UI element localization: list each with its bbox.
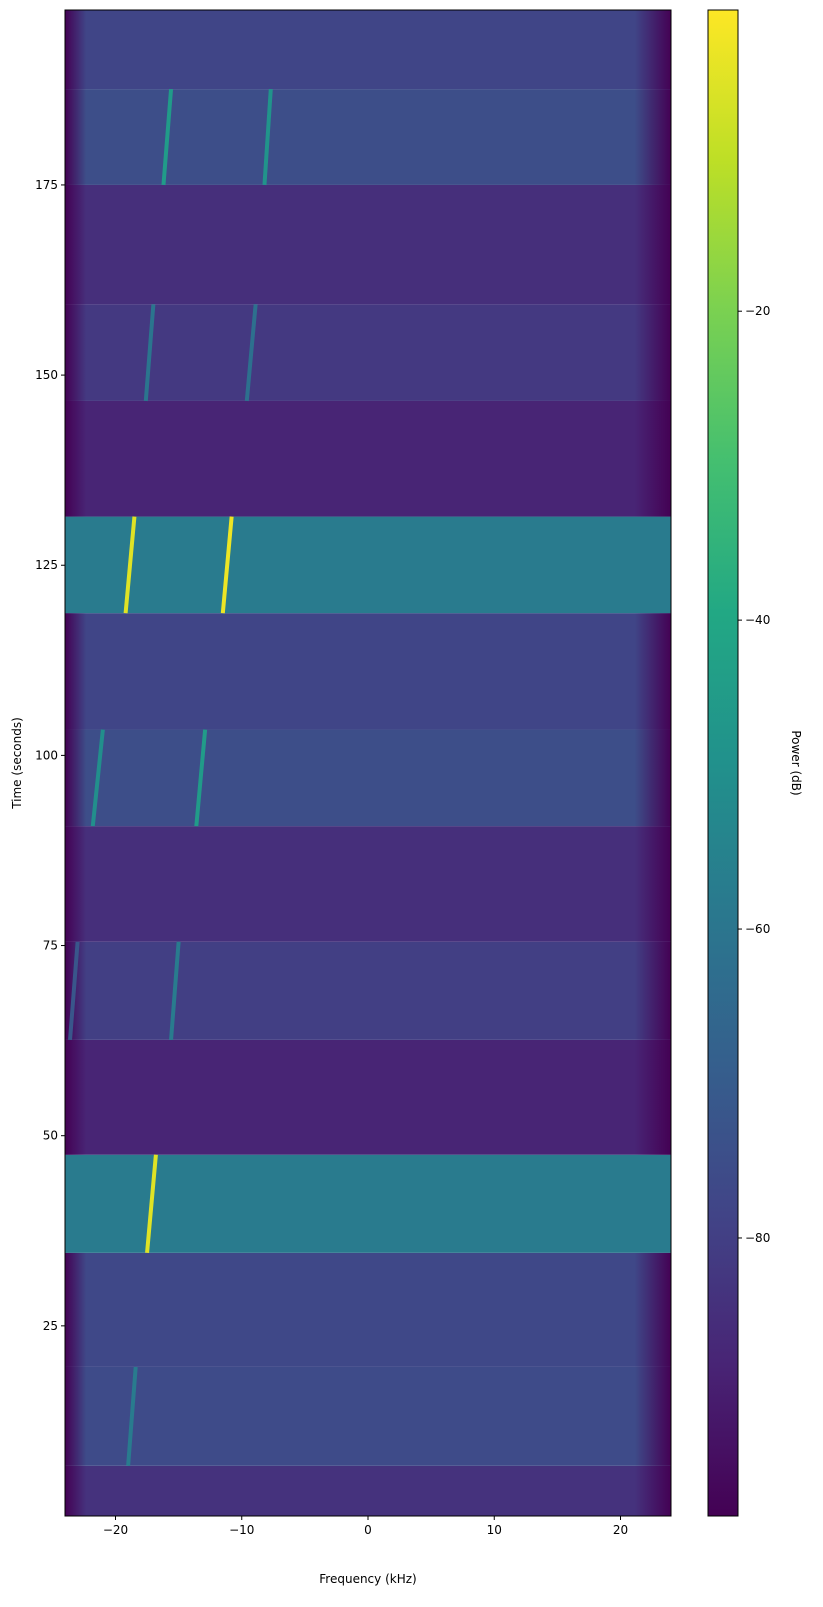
tone xyxy=(143,304,156,402)
x-tick-label: 20 xyxy=(613,1523,628,1537)
y-tick-label: 75 xyxy=(43,939,58,953)
y-tick-label: 125 xyxy=(35,558,58,572)
edge-rolloff xyxy=(65,1465,671,1516)
edge-rolloff xyxy=(65,1039,671,1155)
tone xyxy=(68,941,80,1041)
x-tick-label: 10 xyxy=(487,1523,502,1537)
tone xyxy=(145,1154,158,1254)
edge-rolloff xyxy=(65,10,671,90)
colorbar-tick-label: −20 xyxy=(745,304,770,318)
x-axis-label: Frequency (kHz) xyxy=(319,1572,416,1586)
y-tick-label: 175 xyxy=(35,178,58,192)
tone xyxy=(123,516,137,614)
edge-rolloff xyxy=(65,941,671,1040)
colorbar xyxy=(707,9,739,1517)
y-tick-label: 50 xyxy=(43,1129,58,1143)
tone xyxy=(161,88,174,186)
edge-rolloff xyxy=(65,304,671,401)
edge-rolloff xyxy=(65,826,671,942)
tone xyxy=(90,729,105,827)
colorbar-tick-label: −80 xyxy=(745,1231,770,1245)
tone xyxy=(262,88,273,186)
edge-rolloff xyxy=(65,1252,671,1367)
y-axis-label: Time (seconds) xyxy=(10,717,24,810)
colorbar-label: Power (dB) xyxy=(789,730,803,795)
edge-rolloff xyxy=(65,89,671,185)
tone xyxy=(126,1366,138,1466)
y-tick-label: 100 xyxy=(35,748,58,762)
edge-rolloff xyxy=(65,400,671,517)
x-tick-label: −20 xyxy=(103,1523,128,1537)
colorbar-tick-label: −40 xyxy=(745,613,770,627)
edge-rolloff xyxy=(65,1366,671,1466)
edge-rolloff xyxy=(65,184,671,305)
y-tick-label: 25 xyxy=(43,1319,58,1333)
tone xyxy=(220,516,234,614)
segment xyxy=(65,516,671,614)
x-tick-label: 0 xyxy=(364,1523,372,1537)
y-tick-label: 150 xyxy=(35,368,58,382)
tone xyxy=(194,729,208,827)
tone xyxy=(244,304,258,402)
colorbar-tick-label: −60 xyxy=(745,922,770,936)
edge-rolloff xyxy=(65,613,671,730)
x-tick-label: −10 xyxy=(229,1523,254,1537)
edge-rolloff xyxy=(65,729,671,827)
segment xyxy=(65,1154,671,1253)
tone xyxy=(169,941,181,1041)
